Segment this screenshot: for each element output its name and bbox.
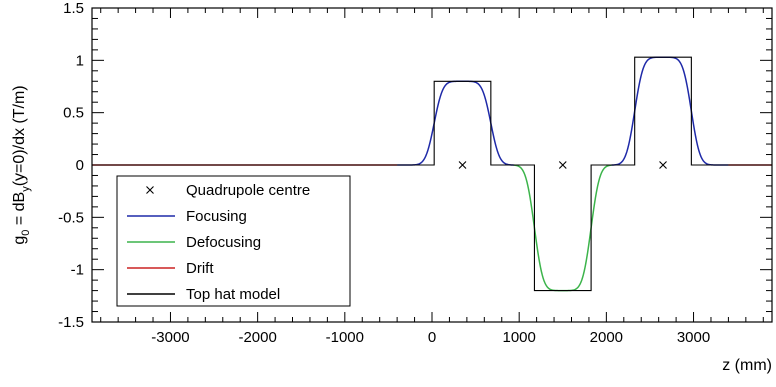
legend-label-centre: Quadrupole centre [186, 182, 310, 199]
y-tick-label: 0 [76, 157, 84, 174]
y-tick-label: 0.5 [63, 105, 84, 122]
series-top-hat [92, 56, 772, 292]
y-tick-label: -1 [71, 262, 84, 279]
y-axis-title-sub1: y [20, 186, 32, 192]
x-tick-label: 3000 [677, 329, 710, 346]
y-tick-label: -0.5 [58, 209, 84, 226]
centre-marker-1 [558, 161, 567, 169]
x-tick-label: -3000 [151, 329, 189, 346]
x-tick-label: 0 [428, 329, 436, 346]
centre-marker-0 [458, 161, 467, 169]
y-axis-title: g0 = dBy(y=0)/dx (T/m) [11, 85, 32, 244]
x-tick-label: 2000 [590, 329, 623, 346]
y-tick-label: 1.5 [63, 0, 84, 17]
y-axis-title-rest: (y=0)/dx (T/m) [11, 85, 28, 186]
y-axis-title-sub0: 0 [20, 230, 32, 236]
legend-label-drift: Drift [186, 260, 214, 277]
series-focusing-3 [611, 56, 729, 166]
legend: Quadrupole centre Focusing Defocusing Drift… [116, 175, 351, 307]
series-defocusing-2 [513, 164, 612, 292]
y-tick-label: 1 [76, 52, 84, 69]
legend-label-defocusing: Defocusing [186, 234, 261, 251]
y-axis-title-mid: = dB [11, 192, 28, 230]
series-focusing-1 [397, 80, 515, 166]
y-axis-title-main: g [11, 236, 28, 245]
axes: -3000 -2000 -1000 0 1000 2000 3000 -1.5 -1 -0.5 0 0… [58, 0, 773, 346]
legend-label-tophat: Top hat model [186, 286, 280, 303]
plot-area [92, 56, 772, 292]
centre-marker-2 [659, 161, 667, 169]
x-axis-title: z (mm) [722, 357, 772, 374]
y-tick-label: -1.5 [58, 314, 84, 331]
legend-marker-centre [146, 186, 154, 194]
x-tick-label: -1000 [326, 329, 364, 346]
x-tick-label: -2000 [238, 329, 276, 346]
legend-label-focusing: Focusing [186, 208, 247, 225]
x-tick-label: 1000 [502, 329, 535, 346]
legend-box [116, 175, 351, 307]
